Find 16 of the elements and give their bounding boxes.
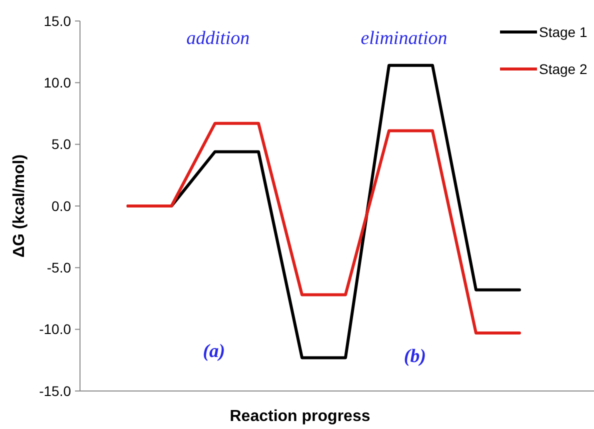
y-axis-title: ΔG (kcal/mol) bbox=[11, 154, 28, 258]
line-series bbox=[126, 122, 521, 335]
legend-label: Stage 1 bbox=[539, 24, 588, 40]
annotation: elimination bbox=[360, 28, 448, 49]
y-tick-label: -10.0 bbox=[39, 321, 72, 338]
legend-label: Stage 2 bbox=[539, 60, 588, 77]
annotation: (a) bbox=[202, 341, 226, 362]
y-tick-label: -15.0 bbox=[39, 382, 72, 399]
annotation: (b) bbox=[404, 346, 426, 367]
x-axis-title: Reaction progress bbox=[230, 408, 370, 425]
y-tick-label: -5.0 bbox=[46, 260, 72, 276]
y-tick-label: 0.0 bbox=[52, 198, 72, 214]
y-tick-label: 10.0 bbox=[44, 74, 72, 91]
y-tick-label: 5.0 bbox=[52, 136, 72, 152]
y-tick-label: 15.0 bbox=[44, 12, 72, 29]
annotation: addition bbox=[186, 28, 250, 49]
